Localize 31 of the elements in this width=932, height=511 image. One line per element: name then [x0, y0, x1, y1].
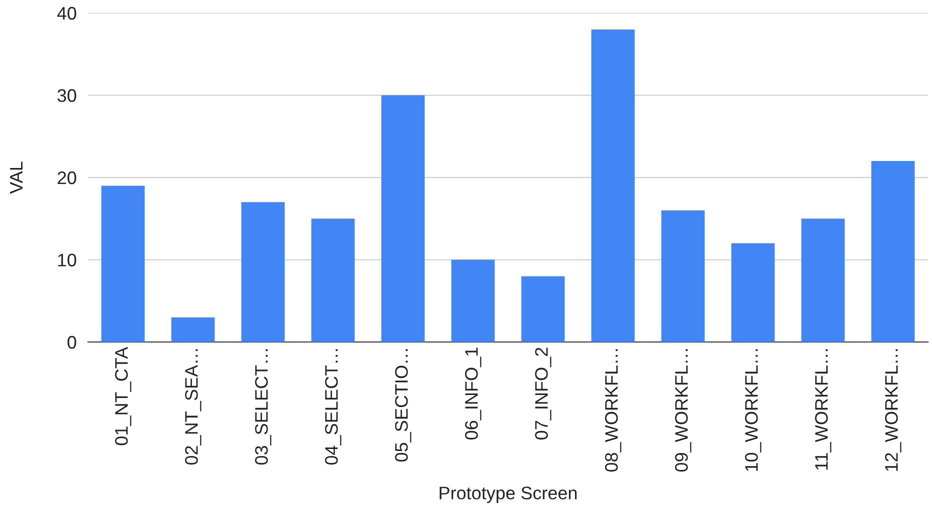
bar [101, 186, 145, 342]
bar [731, 243, 775, 342]
x-tick-label: 03_SELECT… [255, 349, 272, 465]
y-tick-label: 30 [57, 89, 76, 102]
x-tick-label: 05_SECTIO… [395, 349, 412, 462]
x-tick-label: 01_NT_CTA [115, 346, 132, 446]
x-tick-label: 08_WORKFL… [605, 349, 622, 472]
bar [171, 317, 215, 342]
y-tick-label: 40 [57, 6, 76, 20]
bar [451, 260, 495, 342]
x-tick-label: 07_INFO_2 [535, 348, 552, 440]
y-tick-label: 0 [68, 336, 76, 349]
y-tick-label: 10 [58, 254, 76, 266]
bar [241, 202, 285, 342]
x-axis-title: Prototype Screen [440, 486, 577, 503]
bar [381, 95, 425, 342]
x-tick-label: 09_WORKFL… [675, 349, 692, 472]
x-tick-label: 11_WORKFL… [815, 349, 832, 470]
x-tick-label: 12_WORKFL… [885, 349, 902, 471]
x-tick-label: 06_INFO_1 [465, 348, 482, 440]
bar [801, 218, 845, 342]
x-tick-label: 10_WORKFL… [745, 349, 762, 471]
bar [311, 218, 355, 342]
bar [871, 161, 915, 342]
y-tick-label: 20 [58, 171, 76, 184]
bar [591, 29, 635, 342]
y-axis-title: VAL [10, 162, 23, 194]
bar [521, 276, 565, 342]
bar [661, 210, 705, 342]
x-tick-label: 04_SELECT… [325, 349, 342, 465]
x-tick-label: 02_NT_SEA… [185, 349, 202, 465]
